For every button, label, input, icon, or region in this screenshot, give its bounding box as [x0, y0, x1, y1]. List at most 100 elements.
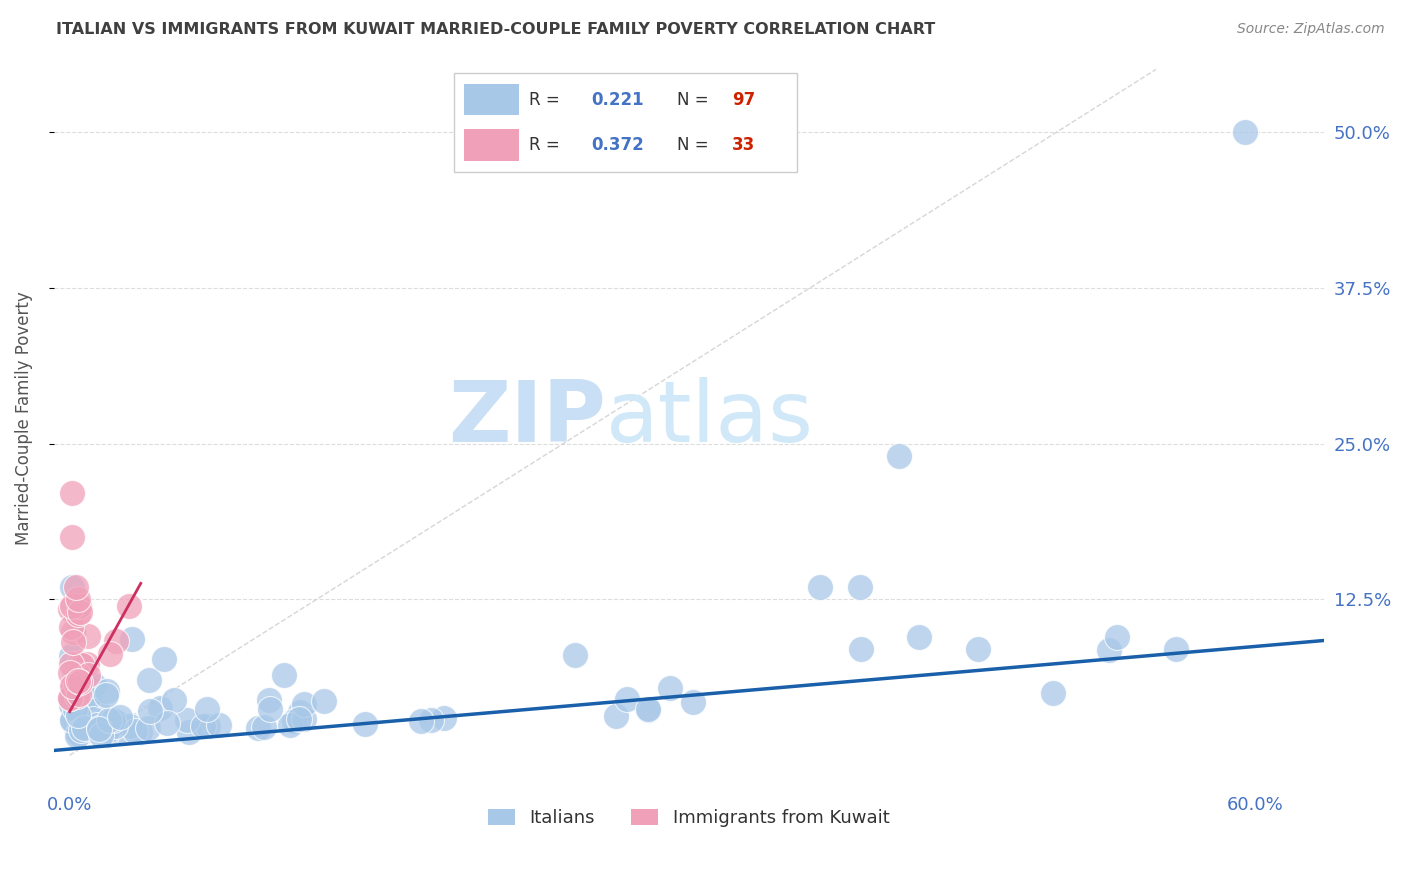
Point: [292, 712, 315, 726]
Point: [62, 635, 84, 649]
Point: [89, 723, 111, 737]
Point: [80, 682, 103, 697]
Point: [121, 632, 143, 646]
Point: [72, 712, 94, 726]
Point: [191, 719, 214, 733]
Point: [1042, 686, 1064, 700]
Point: [153, 652, 176, 666]
Point: [163, 693, 186, 707]
Point: [87, 723, 110, 737]
Point: [72, 692, 94, 706]
Text: ITALIAN VS IMMIGRANTS FROM KUWAIT MARRIED-COUPLE FAMILY POVERTY CORRELATION CHAR: ITALIAN VS IMMIGRANTS FROM KUWAIT MARRIE…: [56, 22, 935, 37]
Point: [433, 711, 456, 725]
Point: [682, 695, 704, 709]
Point: [208, 718, 231, 732]
Point: [66, 690, 89, 704]
Point: [60, 620, 83, 634]
Point: [62, 679, 84, 693]
Point: [287, 712, 309, 726]
Point: [253, 720, 276, 734]
Point: [86, 718, 108, 732]
Point: [292, 698, 315, 712]
Point: [283, 714, 305, 728]
Point: [60, 599, 83, 613]
Point: [658, 681, 681, 696]
Point: [288, 705, 311, 719]
Point: [129, 725, 152, 739]
Point: [1233, 125, 1256, 139]
Point: [60, 691, 83, 706]
Point: [70, 723, 93, 737]
Point: [66, 668, 89, 682]
Point: [59, 665, 82, 680]
Point: [1098, 643, 1121, 657]
Y-axis label: Married-Couple Family Poverty: Married-Couple Family Poverty: [15, 292, 32, 545]
Point: [96, 684, 118, 698]
Point: [60, 714, 83, 728]
Point: [1105, 630, 1128, 644]
Point: [808, 580, 831, 594]
Point: [60, 530, 83, 544]
Point: [104, 634, 127, 648]
Point: [139, 704, 162, 718]
Point: [107, 715, 129, 730]
Point: [83, 678, 105, 692]
Point: [889, 449, 911, 463]
Point: [419, 713, 441, 727]
Point: [62, 665, 84, 680]
Text: ZIP: ZIP: [449, 377, 606, 460]
Point: [67, 687, 90, 701]
Point: [564, 648, 586, 663]
Point: [124, 724, 146, 739]
Point: [59, 698, 82, 712]
Point: [60, 580, 83, 594]
Point: [65, 677, 87, 691]
Point: [104, 719, 127, 733]
Point: [94, 727, 117, 741]
Point: [66, 708, 89, 723]
Point: [66, 670, 89, 684]
Point: [66, 725, 89, 739]
Point: [73, 721, 96, 735]
Point: [87, 721, 110, 735]
Point: [90, 728, 112, 742]
Point: [94, 722, 117, 736]
Point: [65, 580, 87, 594]
Point: [60, 714, 83, 728]
Point: [1164, 642, 1187, 657]
Text: atlas: atlas: [606, 377, 814, 460]
Point: [70, 658, 93, 673]
Point: [60, 657, 83, 671]
Point: [59, 602, 82, 616]
Point: [76, 657, 98, 671]
Point: [76, 692, 98, 706]
Point: [66, 673, 89, 688]
Legend: Italians, Immigrants from Kuwait: Italians, Immigrants from Kuwait: [479, 800, 898, 837]
Point: [77, 716, 100, 731]
Point: [177, 724, 200, 739]
Point: [314, 693, 336, 707]
Point: [69, 675, 91, 690]
Point: [273, 668, 295, 682]
Point: [98, 647, 121, 661]
Point: [908, 630, 931, 644]
Point: [60, 679, 83, 693]
Point: [69, 599, 91, 613]
Point: [60, 486, 83, 500]
Point: [76, 629, 98, 643]
Point: [117, 599, 139, 613]
Point: [94, 688, 117, 702]
Point: [76, 667, 98, 681]
Point: [616, 692, 638, 706]
Point: [637, 703, 659, 717]
Point: [82, 712, 104, 726]
Point: [87, 706, 110, 720]
Point: [94, 715, 117, 730]
Point: [65, 679, 87, 693]
Point: [848, 580, 870, 594]
Point: [108, 710, 131, 724]
Point: [195, 702, 218, 716]
Text: Source: ZipAtlas.com: Source: ZipAtlas.com: [1237, 22, 1385, 37]
Point: [63, 702, 86, 716]
Point: [851, 641, 873, 656]
